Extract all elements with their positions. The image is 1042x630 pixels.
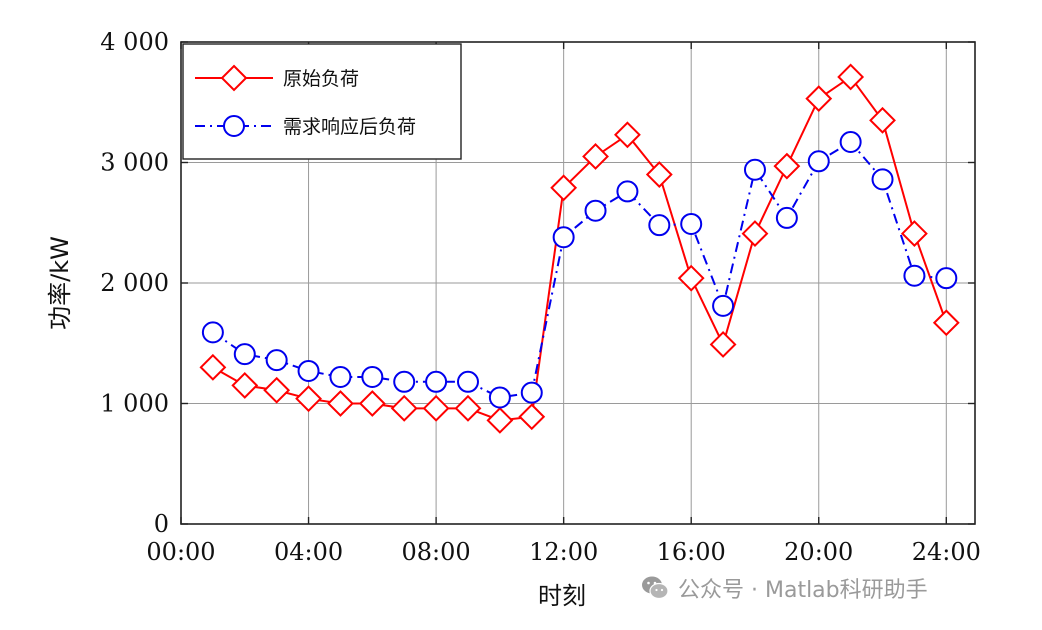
watermark-text: 公众号 · Matlab科研助手	[678, 578, 928, 603]
x-tick-label: 16:00	[657, 538, 726, 566]
watermark: 公众号 · Matlab科研助手	[640, 570, 928, 606]
data-point	[932, 309, 960, 337]
data-point	[645, 161, 673, 188]
ticks: 00:00 04:00 08:00 12:00 16:00 20:00 24:00 0 1 00…	[100, 28, 981, 566]
legend-label: 需求响应后负荷	[283, 116, 416, 138]
data-point	[358, 390, 386, 417]
data-point	[329, 365, 352, 388]
data-point	[486, 406, 514, 434]
data-point	[935, 267, 958, 290]
data-point	[199, 353, 227, 381]
data-point	[390, 394, 418, 422]
data-point	[709, 331, 737, 358]
y-tick-label: 0	[154, 510, 169, 538]
data-point	[550, 174, 578, 202]
legend-item: 原始负荷	[195, 64, 359, 92]
y-tick-label: 2 000	[100, 269, 169, 297]
data-point	[454, 394, 482, 422]
data-point	[648, 214, 671, 237]
data-point	[520, 381, 543, 404]
legend-item: 需求响应后负荷	[195, 115, 416, 138]
data-point	[807, 150, 830, 173]
data-point	[422, 394, 450, 422]
data-point	[903, 264, 926, 287]
data-point	[425, 370, 448, 393]
data-point	[871, 168, 894, 191]
data-point	[518, 403, 546, 431]
data-point	[773, 152, 801, 180]
data-point	[361, 365, 384, 388]
data-point	[677, 264, 705, 292]
data-point	[456, 370, 479, 393]
y-tick-label: 4 000	[100, 28, 169, 56]
data-point	[869, 106, 896, 134]
data-point	[393, 370, 416, 393]
data-point	[488, 386, 511, 409]
data-point	[295, 385, 322, 413]
legend-marker	[220, 64, 248, 92]
data-point	[616, 180, 639, 203]
data-point	[741, 220, 769, 248]
legend-box	[182, 43, 462, 160]
x-tick-label: 24:00	[912, 538, 981, 566]
data-point	[265, 349, 288, 372]
data-point	[900, 220, 928, 248]
data-point	[327, 390, 354, 417]
legend-marker	[223, 115, 245, 137]
x-tick-label: 20:00	[784, 538, 853, 566]
data-point	[775, 206, 798, 229]
x-tick-label: 08:00	[402, 538, 471, 566]
data-point	[837, 63, 865, 91]
series-layer	[199, 63, 960, 434]
data-point	[680, 212, 703, 235]
data-point	[805, 85, 833, 113]
data-point	[582, 143, 609, 170]
data-point	[263, 376, 291, 404]
data-point	[839, 131, 862, 154]
series-2	[201, 131, 958, 409]
x-tick-label: 12:00	[529, 538, 598, 566]
y-tick-label: 1 000	[100, 390, 169, 418]
series-1	[199, 63, 960, 434]
data-point	[552, 226, 575, 249]
data-point	[297, 359, 320, 382]
data-point	[743, 158, 766, 181]
wechat-icon	[642, 576, 669, 600]
y-axis-title: 功率/kW	[46, 236, 74, 330]
x-tick-label: 04:00	[274, 538, 343, 566]
x-axis-title: 时刻	[538, 582, 586, 610]
data-point	[231, 372, 259, 399]
x-tick-label: 00:00	[146, 538, 215, 566]
data-point	[614, 121, 641, 149]
y-tick-label: 3 000	[100, 149, 169, 177]
data-point	[201, 321, 224, 344]
data-point	[584, 199, 607, 222]
data-point	[233, 343, 256, 366]
legend-label: 原始负荷	[283, 68, 359, 90]
data-point	[712, 294, 735, 317]
